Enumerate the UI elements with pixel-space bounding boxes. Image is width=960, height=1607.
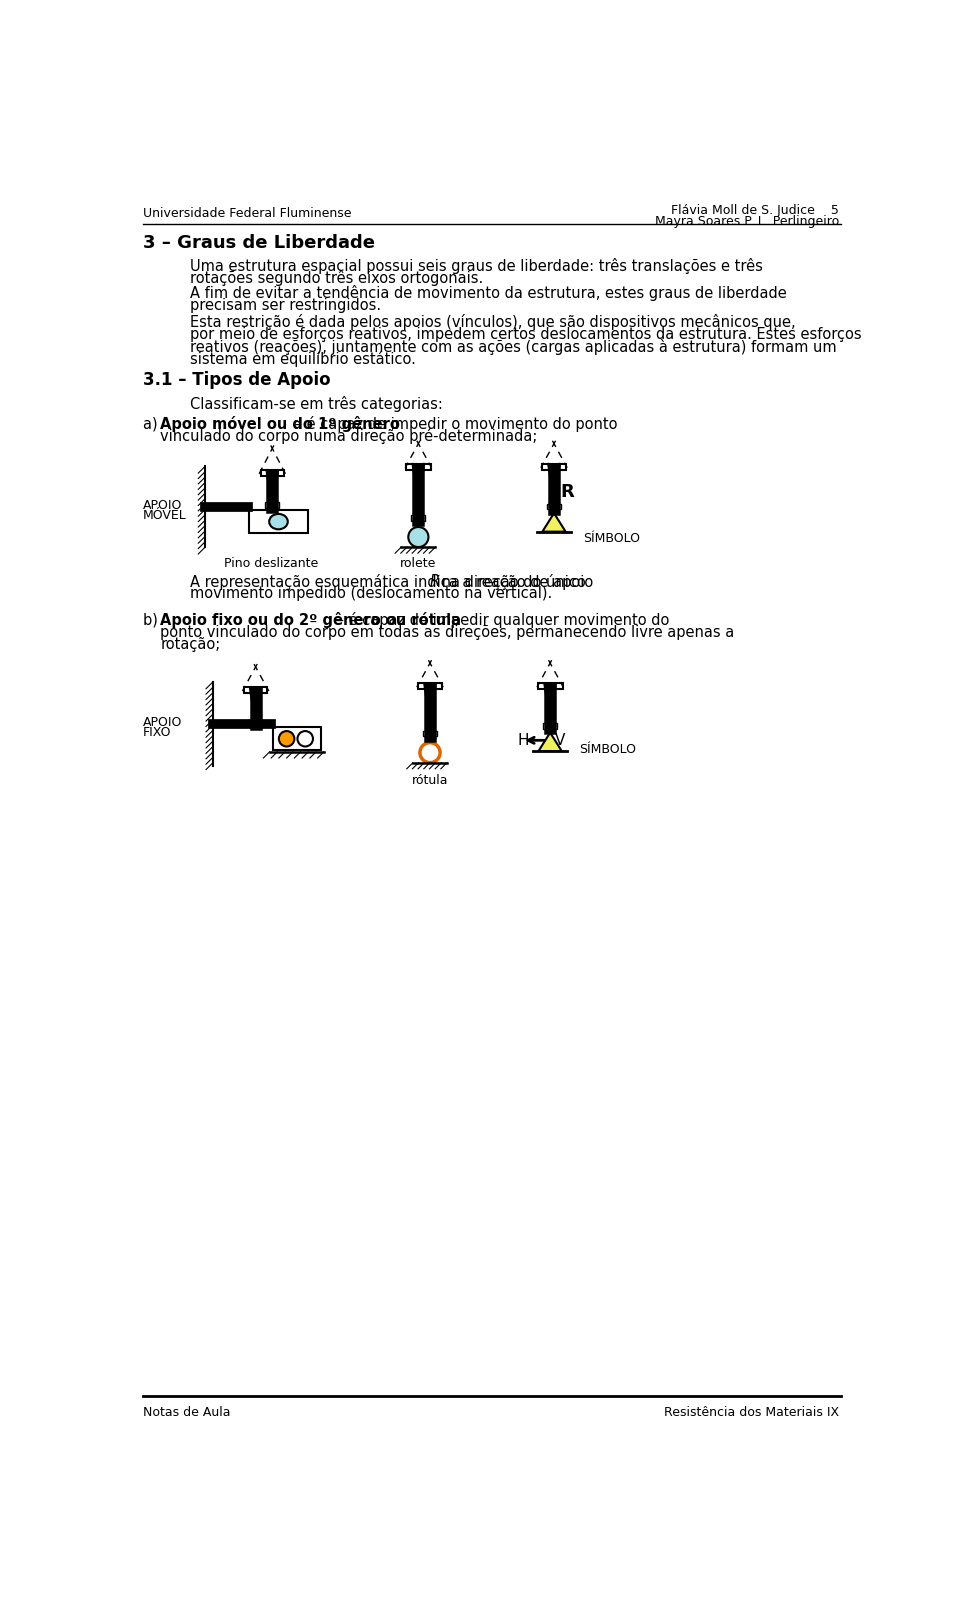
Text: reativos (reações), juntamente com as ações (cargas aplicadas à estrutura) forma: reativos (reações), juntamente com as aç… (190, 339, 836, 355)
Text: Universidade Federal Fluminense: Universidade Federal Fluminense (143, 207, 351, 220)
Text: Resistência dos Materiais IX: Resistência dos Materiais IX (664, 1406, 839, 1419)
Text: FIXO: FIXO (143, 726, 172, 739)
Text: b): b) (143, 612, 163, 627)
Text: a): a) (143, 416, 162, 431)
Text: precisam ser restringidos.: precisam ser restringidos. (190, 297, 381, 312)
Ellipse shape (420, 742, 440, 763)
Bar (406, 464, 431, 469)
Text: Apoio fixo ou do 2º gênero ou rótula: Apoio fixo ou do 2º gênero ou rótula (160, 612, 462, 628)
Text: Notas de Aula: Notas de Aula (143, 1406, 230, 1419)
Text: sistema em equilíbrio estático.: sistema em equilíbrio estático. (190, 352, 416, 368)
Bar (273, 728, 321, 750)
Text: Flávia Moll de S. Judice    5: Flávia Moll de S. Judice 5 (671, 204, 839, 217)
Text: rótula: rótula (412, 775, 448, 787)
Bar (541, 464, 566, 469)
Text: Esta restrição é dada pelos apoios (vínculos), que são dispositivos mecânicos qu: Esta restrição é dada pelos apoios (vínc… (190, 315, 796, 331)
Text: R: R (561, 482, 574, 501)
Ellipse shape (278, 731, 295, 747)
Bar (538, 683, 563, 689)
Bar (543, 723, 557, 728)
Text: 3.1 – Tipos de Apoio: 3.1 – Tipos de Apoio (143, 371, 331, 389)
Text: A fim de evitar a tendência de movimento da estrutura, estes graus de liberdade: A fim de evitar a tendência de movimento… (190, 284, 786, 301)
Text: Pino deslizante: Pino deslizante (224, 558, 319, 570)
Text: Classificam-se em três categorias:: Classificam-se em três categorias: (190, 395, 443, 411)
Text: APOIO: APOIO (143, 717, 182, 730)
Bar (249, 720, 263, 725)
Text: H: H (517, 733, 529, 747)
Text: na direção do único: na direção do único (437, 574, 586, 590)
Text: ponto vinculado do corpo em todas as direções, permanecendo livre apenas a: ponto vinculado do corpo em todas as dir… (160, 625, 734, 640)
Polygon shape (542, 513, 565, 532)
Text: rotações segundo três eixos ortogonais.: rotações segundo três eixos ortogonais. (190, 270, 483, 286)
Bar (244, 688, 267, 693)
Text: vinculado do corpo numa direção pré-determinada;: vinculado do corpo numa direção pré-dete… (160, 429, 538, 445)
Ellipse shape (298, 731, 313, 747)
Ellipse shape (269, 514, 288, 529)
Bar (412, 516, 425, 521)
Text: rolete: rolete (400, 558, 437, 570)
Text: V: V (555, 733, 565, 747)
Bar (423, 731, 437, 736)
Text: SÍMBOLO: SÍMBOLO (580, 744, 636, 757)
Text: rotação;: rotação; (160, 636, 221, 652)
Bar (261, 469, 284, 476)
Text: Uma estrutura espacial possui seis graus de liberdade: três translações e três: Uma estrutura espacial possui seis graus… (190, 257, 762, 273)
Bar (418, 683, 443, 689)
Text: A representação esquemática indica a reação de apoio: A representação esquemática indica a rea… (190, 574, 598, 590)
Text: movimento impedido (deslocamento na vertical).: movimento impedido (deslocamento na vert… (190, 587, 552, 601)
Text: Apoio móvel ou do 1º gênero: Apoio móvel ou do 1º gênero (160, 416, 400, 432)
Bar (265, 503, 279, 508)
Bar (547, 505, 561, 509)
Ellipse shape (408, 527, 428, 546)
Text: Mayra Soares P. L. Perlingeiro: Mayra Soares P. L. Perlingeiro (655, 215, 839, 228)
Text: – é capaz de impedir qualquer movimento do: – é capaz de impedir qualquer movimento … (332, 612, 670, 628)
Text: MÓVEL: MÓVEL (143, 508, 187, 522)
Text: APOIO: APOIO (143, 500, 182, 513)
Text: 3 – Graus de Liberdade: 3 – Graus de Liberdade (143, 235, 375, 252)
Text: R: R (430, 574, 440, 590)
Polygon shape (539, 733, 562, 750)
Text: por meio de esforços reativos, impedem certos deslocamentos da estrutura. Estes : por meio de esforços reativos, impedem c… (190, 326, 861, 342)
Bar (250, 509, 307, 534)
Text: – é capaz de impedir o movimento do ponto: – é capaz de impedir o movimento do pont… (291, 416, 618, 432)
Text: SÍMBOLO: SÍMBOLO (584, 532, 640, 545)
